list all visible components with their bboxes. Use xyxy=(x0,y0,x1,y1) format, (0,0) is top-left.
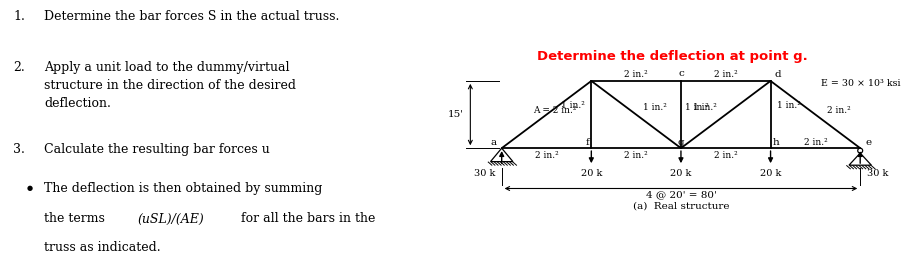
Text: 20 k: 20 k xyxy=(581,169,602,178)
Text: for all the bars in the: for all the bars in the xyxy=(237,212,376,226)
Text: Calculate the resulting bar forces u: Calculate the resulting bar forces u xyxy=(44,143,270,156)
Text: c: c xyxy=(678,69,684,78)
Text: Determine the bar forces S in the actual truss.: Determine the bar forces S in the actual… xyxy=(44,10,339,23)
Text: 2.: 2. xyxy=(14,61,25,74)
Text: 1 in.²: 1 in.² xyxy=(684,103,709,112)
Text: f: f xyxy=(586,138,589,147)
Text: (uSL)/(AE): (uSL)/(AE) xyxy=(138,212,205,226)
Text: 2 in.²: 2 in.² xyxy=(624,70,648,79)
Text: the terms: the terms xyxy=(44,212,110,226)
Text: 2 in.²: 2 in.² xyxy=(714,151,738,160)
Text: 1 in.²: 1 in.² xyxy=(693,103,717,112)
Text: 1 in.²: 1 in.² xyxy=(643,103,667,112)
Text: (a)  Real structure: (a) Real structure xyxy=(633,202,729,211)
Text: 2 in.²: 2 in.² xyxy=(624,151,648,160)
Text: ●: ● xyxy=(26,184,33,192)
Text: 2 in.²: 2 in.² xyxy=(714,70,738,79)
Text: 1.: 1. xyxy=(14,10,25,23)
Text: a: a xyxy=(491,138,496,147)
Text: 15': 15' xyxy=(448,110,463,119)
Text: 1 in.²: 1 in.² xyxy=(561,101,585,110)
Text: 4 @ 20' = 80': 4 @ 20' = 80' xyxy=(645,191,717,200)
Text: g: g xyxy=(678,138,684,147)
Text: 30 k: 30 k xyxy=(867,169,889,178)
Text: E = 30 × 10³ ksi: E = 30 × 10³ ksi xyxy=(821,79,900,88)
Text: Determine the deflection at point g.: Determine the deflection at point g. xyxy=(537,50,807,62)
Text: 3.: 3. xyxy=(14,143,25,156)
Text: 2 in.²: 2 in.² xyxy=(535,151,558,160)
Text: 2 in.²: 2 in.² xyxy=(804,138,827,147)
Text: 20 k: 20 k xyxy=(760,169,781,178)
Text: e: e xyxy=(865,138,872,147)
Text: 2 in.²: 2 in.² xyxy=(826,105,851,115)
Text: h: h xyxy=(773,138,779,147)
Text: 30 k: 30 k xyxy=(473,169,495,178)
Text: A = 2 in.²: A = 2 in.² xyxy=(533,105,576,115)
Text: truss as indicated.: truss as indicated. xyxy=(44,241,161,254)
Text: 20 k: 20 k xyxy=(671,169,691,178)
Text: Apply a unit load to the dummy/virtual
structure in the direction of the desired: Apply a unit load to the dummy/virtual s… xyxy=(44,61,296,110)
Text: d: d xyxy=(774,70,781,79)
Text: The deflection is then obtained by summing: The deflection is then obtained by summi… xyxy=(44,182,323,195)
Text: 1 in.²: 1 in.² xyxy=(777,101,801,110)
